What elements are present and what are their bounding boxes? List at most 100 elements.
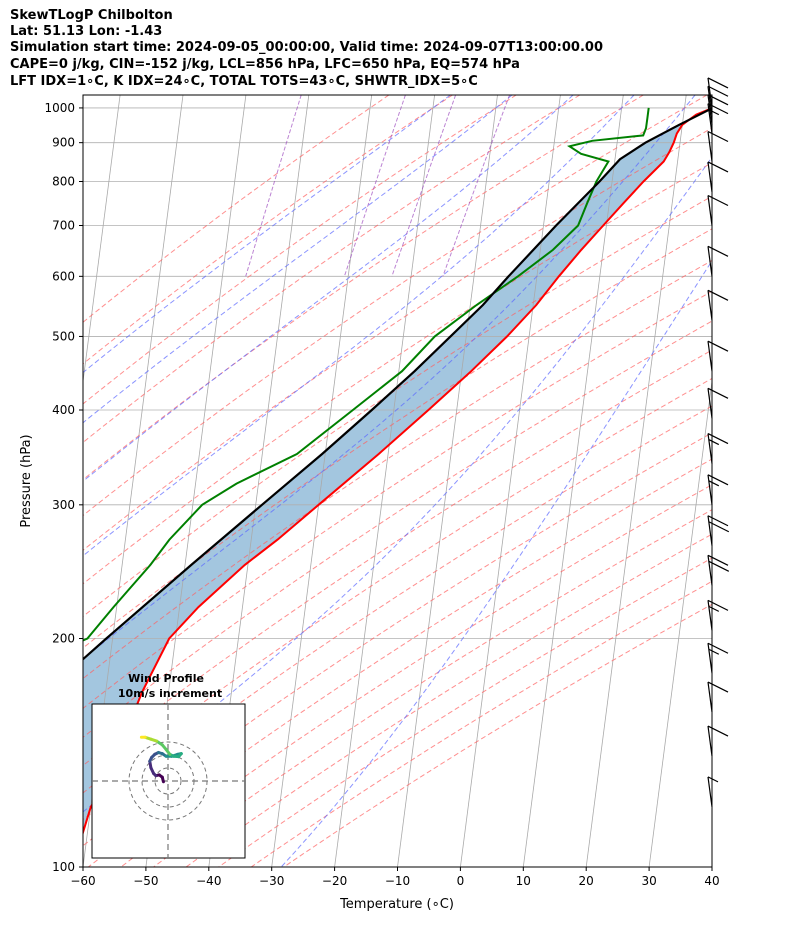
- moist-adiabat-line: [83, 95, 696, 660]
- wind-barb-feather: [707, 161, 729, 173]
- location-line: Lat: 51.13 Lon: -1.43: [10, 24, 163, 39]
- wind-barb-feather: [707, 94, 729, 106]
- pressure-gridlines: [83, 107, 712, 867]
- moist-adiabat-line: [280, 259, 712, 867]
- wind-barb-feather: [707, 77, 729, 89]
- time-line: Simulation start time: 2024-09-05_00:00:…: [10, 40, 603, 55]
- dry-adiabat-line: [83, 127, 712, 551]
- wind-barb-feather: [707, 194, 729, 207]
- chart-title: SkewTLogP Chilbolton: [10, 8, 173, 23]
- x-tick-label: −50: [133, 874, 158, 888]
- wind-barb: [707, 681, 729, 713]
- y-tick-label: 500: [52, 329, 75, 343]
- indices-line-2: LFT IDX=1∘C, K IDX=24∘C, TOTAL TOTS=43∘C…: [10, 74, 478, 89]
- isotherm-line: [585, 95, 687, 867]
- dry-adiabat-line: [120, 484, 712, 867]
- moist-adiabats: [83, 95, 712, 867]
- wind-barb-staff: [707, 515, 713, 546]
- wind-barb-staff: [707, 474, 713, 505]
- wind-barb-staff: [707, 77, 713, 109]
- wind-barb-feather: [707, 474, 729, 486]
- wind-barb-half-feather: [708, 480, 720, 487]
- y-tick-label: 100: [52, 860, 75, 874]
- wind-barb-feather: [707, 103, 729, 115]
- wind-barb-half-feather: [708, 605, 720, 612]
- y-axis-label: Pressure (hPa): [19, 434, 34, 527]
- x-tick-label: 20: [579, 874, 594, 888]
- wind-barb-half-feather: [708, 439, 720, 446]
- dry-adiabat-line: [83, 95, 708, 517]
- wind-barb-staff: [707, 341, 713, 372]
- moist-adiabat-line: [83, 95, 513, 424]
- x-tick-label: −40: [196, 874, 221, 888]
- isotherm-line: [460, 95, 561, 867]
- dewpoint-line: [83, 107, 650, 642]
- y-axis: 1000 900 800 700 600 500 400 300 200 100: [44, 101, 83, 874]
- y-tick-label: 1000: [44, 101, 75, 115]
- wind-barb-feather: [707, 340, 729, 352]
- x-tick-label: 10: [516, 874, 531, 888]
- isotherm-line: [711, 863, 712, 867]
- x-tick-label: 0: [457, 874, 465, 888]
- wind-barb-staff: [707, 776, 713, 807]
- wind-barb: [707, 554, 730, 586]
- wind-barb-staff: [707, 555, 713, 586]
- hodograph-inset: Wind Profile 10m/s increment: [91, 672, 246, 859]
- hodograph-subtitle: 10m/s increment: [118, 687, 222, 700]
- wind-barb-feather: [708, 521, 730, 533]
- indices-line-1: CAPE=0 j/kg, CIN=-152 j/kg, LCL=856 hPa,…: [10, 57, 520, 72]
- wind-barb-staff: [707, 103, 713, 134]
- wind-barb-staff: [707, 643, 713, 674]
- parcel-line: [83, 107, 712, 661]
- isotherm-line: [648, 378, 712, 867]
- dry-adiabat-line: [153, 509, 712, 867]
- x-axis-label: Temperature (∘C): [339, 897, 454, 912]
- dry-adiabat-line: [185, 533, 712, 867]
- y-tick-label: 900: [52, 136, 75, 150]
- wind-barb-staff: [707, 161, 713, 193]
- isotherm-line: [83, 95, 121, 385]
- isotherm-line: [522, 95, 624, 867]
- wind-barb-staff: [707, 195, 713, 226]
- y-tick-label: 600: [52, 269, 75, 283]
- x-tick-label: 30: [641, 874, 656, 888]
- wind-barb-feather: [707, 130, 729, 143]
- dry-adiabat-line: [83, 95, 644, 481]
- x-tick-label: −20: [322, 874, 347, 888]
- moist-adiabat-line: [83, 95, 635, 557]
- wind-barb-staff: [707, 681, 713, 713]
- dry-adiabat-line: [83, 195, 712, 618]
- wind-barb: [707, 387, 729, 419]
- wind-barb-feather: [707, 245, 729, 257]
- wind-barb-staff: [707, 131, 713, 162]
- wind-barb: [707, 725, 729, 757]
- mixing-ratio-line: [245, 95, 302, 277]
- mixing-ratio-line: [343, 95, 406, 277]
- wind-barb-feather: [707, 599, 729, 611]
- dry-adiabat-line: [250, 580, 712, 867]
- wind-barb-feather: [707, 642, 729, 654]
- isotherm-line: [334, 95, 435, 867]
- isotherm-line: [271, 95, 373, 867]
- wind-barb-staff: [707, 725, 713, 757]
- wind-barb: [707, 599, 729, 631]
- y-tick-label: 200: [52, 631, 75, 645]
- moist-adiabat-line: [83, 95, 574, 482]
- mixing-ratio-lines: [245, 95, 511, 277]
- dry-adiabat-line: [87, 458, 712, 867]
- y-tick-label: 300: [52, 498, 75, 512]
- dry-adiabat-line: [218, 557, 712, 867]
- wind-barb-feather: [707, 554, 729, 566]
- wind-barb-feather: [707, 433, 729, 445]
- dry-adiabat-line: [83, 95, 517, 405]
- wind-barb-feather: [707, 725, 729, 737]
- x-tick-label: −30: [259, 874, 284, 888]
- wind-barb-feather: [708, 560, 730, 572]
- wind-barb-staff: [707, 246, 713, 277]
- wind-barb: [707, 245, 729, 277]
- hodograph-ring: [154, 767, 182, 795]
- wind-barb-feather: [707, 85, 729, 97]
- dry-adiabat-line: [83, 95, 453, 365]
